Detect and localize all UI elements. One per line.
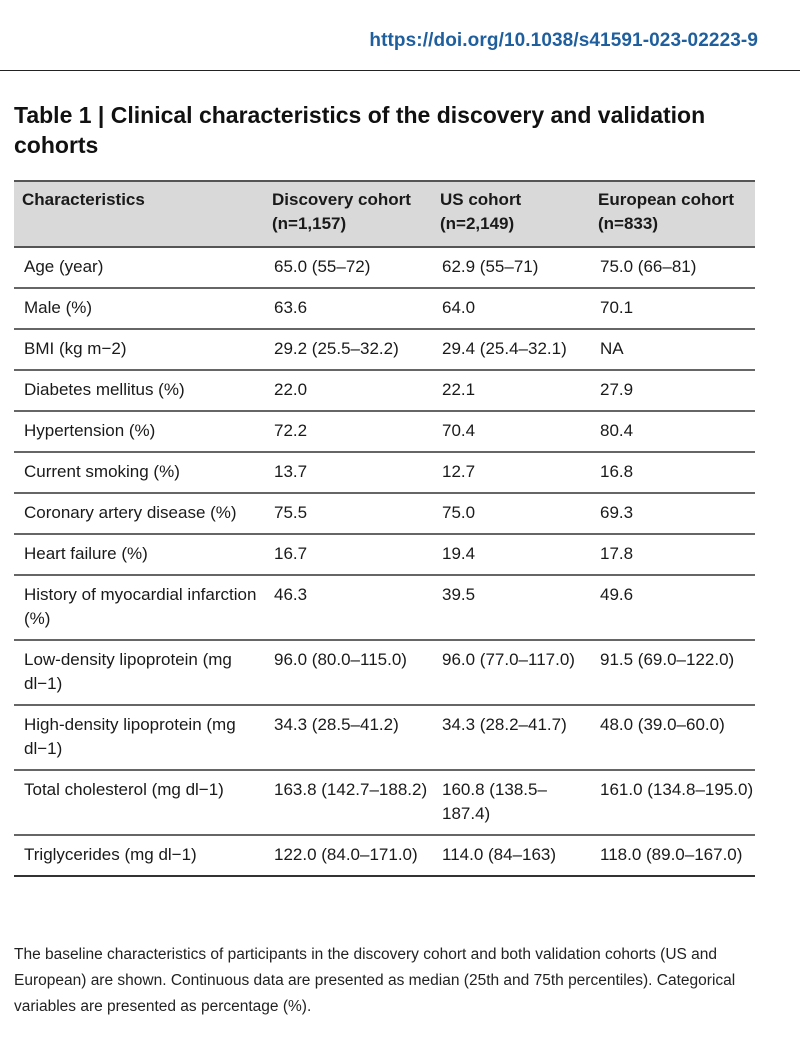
discovery-value: 16.7 — [264, 534, 432, 576]
discovery-value: 96.0 (80.0–115.0) — [264, 640, 432, 706]
row-label: Age (year) — [14, 247, 264, 289]
discovery-value: 34.3 (28.5–41.2) — [264, 705, 432, 771]
discovery-value: 29.2 (25.5–32.2) — [264, 329, 432, 371]
row-label: Total cholesterol (mg dl−1) — [14, 770, 264, 836]
european-value: 118.0 (89.0–167.0) — [590, 835, 755, 877]
row-label: High-density lipoprotein (mg dl−1) — [14, 705, 264, 771]
table-row: Age (year) 65.0 (55–72) 62.9 (55–71) 75.… — [14, 247, 755, 289]
discovery-value: 46.3 — [264, 575, 432, 641]
header-characteristics: Characteristics — [14, 180, 264, 248]
european-value: 161.0 (134.8–195.0) — [590, 770, 755, 836]
clinical-characteristics-table: Characteristics Discovery cohort (n=1,15… — [14, 180, 755, 877]
table-row: Coronary artery disease (%) 75.5 75.0 69… — [14, 493, 755, 535]
table-row: Current smoking (%) 13.7 12.7 16.8 — [14, 452, 755, 494]
table-row: History of myocardial infarction (%) 46.… — [14, 575, 755, 641]
top-divider — [0, 70, 800, 71]
table-header-row: Characteristics Discovery cohort (n=1,15… — [14, 180, 755, 248]
us-value: 114.0 (84–163) — [432, 835, 590, 877]
table-row: Male (%) 63.6 64.0 70.1 — [14, 288, 755, 330]
us-value: 22.1 — [432, 370, 590, 412]
us-value: 70.4 — [432, 411, 590, 453]
row-label: Diabetes mellitus (%) — [14, 370, 264, 412]
us-value: 160.8 (138.5–187.4) — [432, 770, 590, 836]
row-label: Hypertension (%) — [14, 411, 264, 453]
european-value: 91.5 (69.0–122.0) — [590, 640, 755, 706]
european-value: 16.8 — [590, 452, 755, 494]
european-value: 49.6 — [590, 575, 755, 641]
discovery-value: 75.5 — [264, 493, 432, 535]
european-value: 80.4 — [590, 411, 755, 453]
table-title: Table 1 | Clinical characteristics of th… — [14, 102, 706, 158]
table-row: Diabetes mellitus (%) 22.0 22.1 27.9 — [14, 370, 755, 412]
us-value: 75.0 — [432, 493, 590, 535]
row-label: History of myocardial infarction (%) — [14, 575, 264, 641]
us-value: 12.7 — [432, 452, 590, 494]
row-label: Heart failure (%) — [14, 534, 264, 576]
row-label: Current smoking (%) — [14, 452, 264, 494]
discovery-value: 163.8 (142.7–188.2) — [264, 770, 432, 836]
european-value: 17.8 — [590, 534, 755, 576]
doi-link[interactable]: https://doi.org/10.1038/s41591-023-02223… — [369, 30, 758, 51]
row-label: Coronary artery disease (%) — [14, 493, 264, 535]
table-row: Heart failure (%) 16.7 19.4 17.8 — [14, 534, 755, 576]
row-label: Low-density lipoprotein (mg dl−1) — [14, 640, 264, 706]
us-value: 96.0 (77.0–117.0) — [432, 640, 590, 706]
discovery-value: 13.7 — [264, 452, 432, 494]
table-row: BMI (kg m−2) 29.2 (25.5–32.2) 29.4 (25.4… — [14, 329, 755, 371]
table-row: Hypertension (%) 72.2 70.4 80.4 — [14, 411, 755, 453]
discovery-value: 72.2 — [264, 411, 432, 453]
table-row: Triglycerides (mg dl−1) 122.0 (84.0–171.… — [14, 835, 755, 877]
discovery-value: 63.6 — [264, 288, 432, 330]
us-value: 62.9 (55–71) — [432, 247, 590, 289]
european-value: 70.1 — [590, 288, 755, 330]
table-row: Total cholesterol (mg dl−1) 163.8 (142.7… — [14, 770, 755, 836]
table-footnote: The baseline characteristics of particip… — [14, 946, 736, 1015]
european-value: 27.9 — [590, 370, 755, 412]
row-label: BMI (kg m−2) — [14, 329, 264, 371]
us-value: 64.0 — [432, 288, 590, 330]
discovery-value: 22.0 — [264, 370, 432, 412]
discovery-value: 65.0 (55–72) — [264, 247, 432, 289]
us-value: 29.4 (25.4–32.1) — [432, 329, 590, 371]
header-discovery: Discovery cohort (n=1,157) — [264, 180, 432, 248]
european-value: 48.0 (39.0–60.0) — [590, 705, 755, 771]
us-value: 19.4 — [432, 534, 590, 576]
us-value: 34.3 (28.2–41.7) — [432, 705, 590, 771]
us-value: 39.5 — [432, 575, 590, 641]
row-label: Triglycerides (mg dl−1) — [14, 835, 264, 877]
european-value: NA — [590, 329, 755, 371]
header-us: US cohort (n=2,149) — [432, 180, 590, 248]
table-row: High-density lipoprotein (mg dl−1) 34.3 … — [14, 705, 755, 771]
european-value: 69.3 — [590, 493, 755, 535]
european-value: 75.0 (66–81) — [590, 247, 755, 289]
discovery-value: 122.0 (84.0–171.0) — [264, 835, 432, 877]
row-label: Male (%) — [14, 288, 264, 330]
table-row: Low-density lipoprotein (mg dl−1) 96.0 (… — [14, 640, 755, 706]
header-european: European cohort (n=833) — [590, 180, 755, 248]
